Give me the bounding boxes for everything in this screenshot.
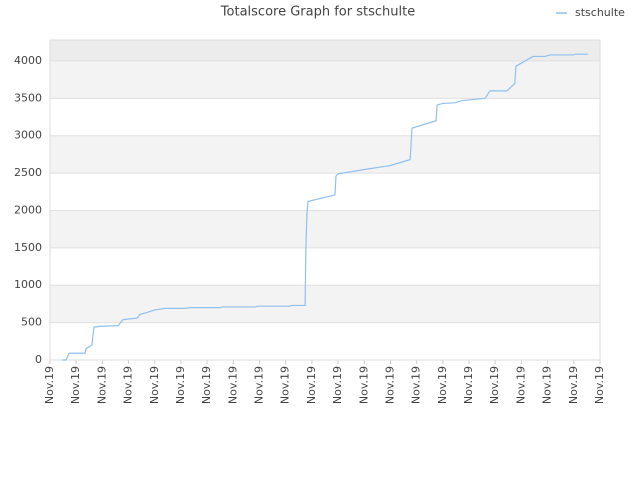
plot-border xyxy=(49,39,601,361)
x-tick-label: Nov.19 xyxy=(593,366,606,404)
x-tick-label: Nov.19 xyxy=(69,366,82,404)
x-tick-label: Nov.19 xyxy=(279,366,292,404)
grid-band xyxy=(50,60,600,99)
x-tick-label: Nov.19 xyxy=(95,366,108,404)
x-tick-label: Nov.19 xyxy=(122,366,135,404)
x-tick-label: Nov.19 xyxy=(488,366,501,404)
x-tick-label: Nov.19 xyxy=(148,366,161,404)
x-tick-label: Nov.19 xyxy=(567,366,580,404)
grid-band xyxy=(50,135,600,174)
x-tick-label: Nov.19 xyxy=(253,366,266,404)
x-tick-label: Nov.19 xyxy=(357,366,370,404)
x-tick-label: Nov.19 xyxy=(410,366,423,404)
data-line xyxy=(62,53,588,361)
y-tick-label: 2000 xyxy=(14,203,42,216)
y-tick-label: 1000 xyxy=(14,278,42,291)
y-tick-label: 3000 xyxy=(14,129,42,142)
x-tick-label: Nov.19 xyxy=(226,366,239,404)
grid-band xyxy=(50,285,600,323)
x-tick-label: Nov.19 xyxy=(436,366,449,404)
x-tick-label: Nov.19 xyxy=(174,366,187,404)
x-tick-label: Nov.19 xyxy=(200,366,213,404)
x-tick-label: Nov.19 xyxy=(383,366,396,404)
y-tick-label: 2500 xyxy=(14,166,42,179)
y-tick-label: 4000 xyxy=(14,54,42,67)
x-tick-label: Nov.19 xyxy=(305,366,318,404)
y-tick-label: 1500 xyxy=(14,241,42,254)
x-tick-label: Nov.19 xyxy=(514,366,527,404)
legend-label: stschulte xyxy=(575,6,625,19)
x-tick-label: Nov.19 xyxy=(43,366,56,404)
grid-band xyxy=(50,210,600,248)
y-tick-label: 3500 xyxy=(14,91,42,104)
chart-title: Totalscore Graph for stschulte xyxy=(220,5,415,20)
x-tick-label: Nov.19 xyxy=(462,366,475,404)
y-tick-label: 0 xyxy=(35,353,42,366)
x-tick-label: Nov.19 xyxy=(331,366,344,404)
x-tick-label: Nov.19 xyxy=(541,366,554,404)
y-tick-label: 500 xyxy=(21,316,42,329)
grid-band xyxy=(50,40,600,61)
